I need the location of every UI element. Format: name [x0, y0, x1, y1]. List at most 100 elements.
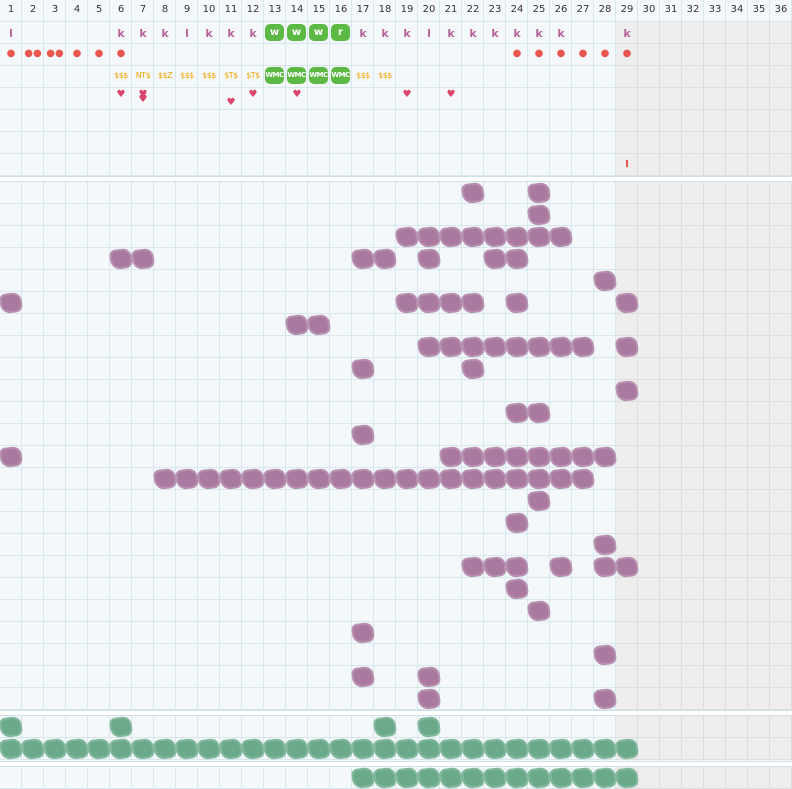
grid-cell[interactable] [616, 622, 638, 644]
grid-cell[interactable] [682, 402, 704, 424]
grid-cell[interactable] [286, 512, 308, 534]
grid-cell[interactable] [440, 248, 462, 270]
grid-cell[interactable] [550, 132, 572, 154]
grid-cell[interactable] [66, 204, 88, 226]
grid-cell[interactable] [704, 314, 726, 336]
grid-cell[interactable] [770, 716, 792, 738]
grid-cell[interactable] [726, 110, 748, 132]
grid-cell[interactable] [550, 314, 572, 336]
grid-cell[interactable] [242, 314, 264, 336]
grid-cell[interactable] [594, 226, 616, 248]
grid-cell[interactable] [220, 204, 242, 226]
grid-cell[interactable] [704, 666, 726, 688]
grid-cell[interactable] [154, 424, 176, 446]
grid-cell[interactable] [770, 402, 792, 424]
grid-cell[interactable] [682, 314, 704, 336]
grid-cell[interactable] [506, 22, 528, 44]
grid-cell[interactable] [88, 512, 110, 534]
grid-cell[interactable] [0, 204, 22, 226]
grid-cell[interactable] [748, 226, 770, 248]
grid-cell[interactable] [484, 716, 506, 738]
grid-cell[interactable] [418, 578, 440, 600]
grid-cell[interactable] [352, 644, 374, 666]
grid-cell[interactable] [198, 402, 220, 424]
grid-cell[interactable] [264, 490, 286, 512]
grid-cell[interactable] [352, 556, 374, 578]
grid-cell[interactable] [550, 402, 572, 424]
grid-cell[interactable] [66, 226, 88, 248]
grid-cell[interactable] [396, 556, 418, 578]
drop-icon[interactable]: ●● [24, 48, 42, 59]
grid-cell[interactable] [286, 600, 308, 622]
grid-cell[interactable] [528, 314, 550, 336]
money-mark[interactable]: $$$ [114, 71, 128, 80]
grid-cell[interactable] [330, 534, 352, 556]
grid-cell[interactable] [154, 44, 176, 66]
grid-cell[interactable] [330, 644, 352, 666]
grid-cell[interactable] [66, 314, 88, 336]
grid-cell[interactable] [374, 446, 396, 468]
grid-cell[interactable] [308, 182, 330, 204]
grid-cell[interactable] [88, 204, 110, 226]
grid-cell[interactable] [88, 44, 110, 66]
grid-cell[interactable] [154, 688, 176, 710]
grid-cell[interactable] [44, 204, 66, 226]
grid-cell[interactable] [352, 600, 374, 622]
grid-cell[interactable] [22, 380, 44, 402]
grid-cell[interactable] [242, 44, 264, 66]
grid-cell[interactable] [286, 490, 308, 512]
grid-cell[interactable] [132, 490, 154, 512]
grid-cell[interactable] [0, 622, 22, 644]
grid-cell[interactable] [462, 490, 484, 512]
grid-cell[interactable] [770, 226, 792, 248]
grid-cell[interactable] [66, 66, 88, 88]
grid-cell[interactable] [484, 182, 506, 204]
grid-cell[interactable] [330, 666, 352, 688]
grid-cell[interactable] [176, 402, 198, 424]
grid-cell[interactable] [88, 358, 110, 380]
grid-cell[interactable] [660, 666, 682, 688]
grid-cell[interactable] [66, 512, 88, 534]
grid-cell[interactable] [484, 534, 506, 556]
grid-cell[interactable] [0, 88, 22, 110]
grid-cell[interactable] [66, 380, 88, 402]
grid-cell[interactable] [594, 600, 616, 622]
grid-cell[interactable] [484, 132, 506, 154]
grid-cell[interactable] [484, 110, 506, 132]
grid-cell[interactable] [594, 204, 616, 226]
grid-cell[interactable] [264, 446, 286, 468]
grid-cell[interactable] [594, 292, 616, 314]
grid-cell[interactable] [660, 688, 682, 710]
grid-cell[interactable] [726, 88, 748, 110]
grid-cell[interactable] [418, 490, 440, 512]
grid-cell[interactable] [352, 446, 374, 468]
grid-cell[interactable] [396, 666, 418, 688]
grid-cell[interactable] [770, 512, 792, 534]
money-mark[interactable]: NT$ [135, 71, 151, 80]
grid-cell[interactable] [528, 716, 550, 738]
grid-cell[interactable] [88, 644, 110, 666]
money-mark[interactable]: $T$ [224, 71, 238, 80]
grid-cell[interactable] [110, 358, 132, 380]
grid-cell[interactable] [418, 534, 440, 556]
grid-cell[interactable] [726, 336, 748, 358]
heart-icon[interactable]: ♥ [292, 89, 302, 100]
grid-cell[interactable] [352, 534, 374, 556]
grid-cell[interactable] [528, 292, 550, 314]
grid-cell[interactable] [528, 622, 550, 644]
grid-cell[interactable] [748, 66, 770, 88]
letter-mark[interactable]: k [557, 27, 565, 40]
grid-cell[interactable] [264, 336, 286, 358]
grid-cell[interactable] [440, 314, 462, 336]
grid-cell[interactable] [770, 738, 792, 760]
grid-cell[interactable] [330, 688, 352, 710]
grid-cell[interactable] [660, 512, 682, 534]
grid-cell[interactable] [242, 534, 264, 556]
grid-cell[interactable] [22, 226, 44, 248]
letter-mark[interactable]: k [161, 27, 169, 40]
grid-cell[interactable] [154, 66, 176, 88]
grid-cell[interactable] [682, 226, 704, 248]
grid-cell[interactable] [132, 154, 154, 176]
grid-cell[interactable] [330, 402, 352, 424]
grid-cell[interactable] [506, 358, 528, 380]
